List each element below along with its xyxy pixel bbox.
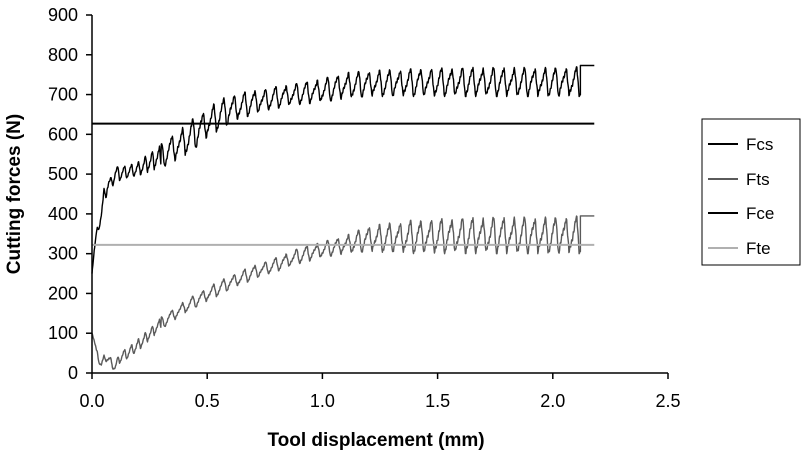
- legend-label-fts: Fts: [746, 170, 770, 189]
- x-tick-label: 2.5: [655, 391, 680, 411]
- legend-label-fcs: Fcs: [746, 135, 773, 154]
- series-line-fcs: [91, 64, 595, 274]
- y-tick-label: 100: [48, 323, 78, 343]
- y-ticks: 0 100 200 300 400 500 600 700 800 900: [48, 5, 92, 383]
- series-layer: [91, 64, 595, 370]
- legend: Fcs Fts Fce Fte: [701, 118, 801, 266]
- legend-label-fce: Fce: [746, 204, 774, 223]
- legend-label-fte: Fte: [746, 239, 771, 258]
- y-tick-label: 600: [48, 124, 78, 144]
- y-tick-label: 400: [48, 204, 78, 224]
- x-tick-label: 2.0: [540, 391, 565, 411]
- y-tick-label: 200: [48, 283, 78, 303]
- x-tick-label: 1.0: [310, 391, 335, 411]
- y-tick-label: 900: [48, 5, 78, 25]
- x-tick-label: 0.0: [79, 391, 104, 411]
- y-tick-label: 300: [48, 244, 78, 264]
- x-ticks: 0.0 0.5 1.0 1.5 2.0 2.5: [79, 373, 681, 411]
- y-tick-label: 800: [48, 45, 78, 65]
- x-tick-label: 1.5: [425, 391, 450, 411]
- legend-items: Fcs Fts Fce Fte: [708, 135, 774, 258]
- x-tick-label: 0.5: [195, 391, 220, 411]
- plot-area: 0.0 0.5 1.0 1.5 2.0 2.5 0 100 200 300 400 500 600 70…: [48, 5, 681, 411]
- x-axis-title: Tool displacement (mm): [267, 430, 484, 451]
- y-axis-title: Cutting forces (N): [4, 114, 25, 274]
- y-tick-label: 0: [68, 363, 78, 383]
- series-line-fts: [91, 215, 595, 370]
- y-tick-label: 700: [48, 85, 78, 105]
- y-tick-label: 500: [48, 164, 78, 184]
